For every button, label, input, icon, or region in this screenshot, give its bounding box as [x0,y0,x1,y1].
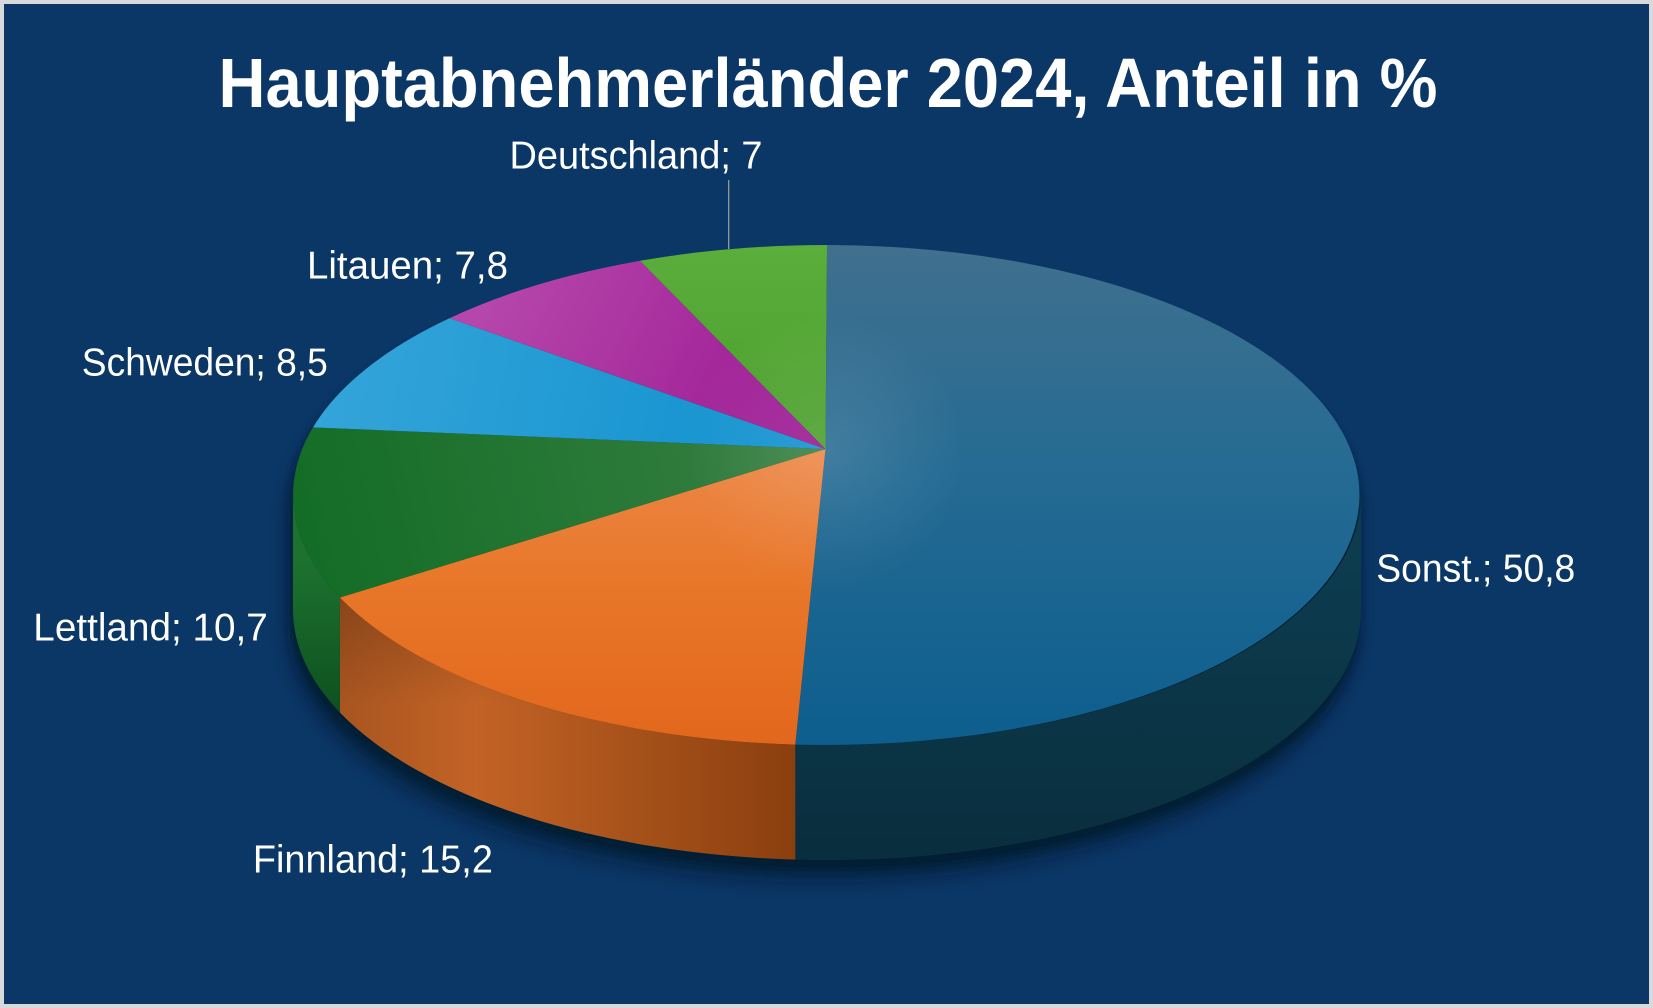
svg-text:Finnland; 15,2: Finnland; 15,2 [253,839,493,882]
svg-text:Sonst.; 50,8: Sonst.; 50,8 [1376,548,1575,591]
svg-text:Schweden; 8,5: Schweden; 8,5 [82,341,328,384]
svg-text:Deutschland; 7: Deutschland; 7 [510,135,763,178]
svg-text:Lettland; 10,7: Lettland; 10,7 [33,606,268,649]
svg-text:Hauptabnehmerländer 2024, Ante: Hauptabnehmerländer 2024, Anteil in % [219,44,1438,122]
svg-text:Litauen; 7,8: Litauen; 7,8 [307,244,508,287]
